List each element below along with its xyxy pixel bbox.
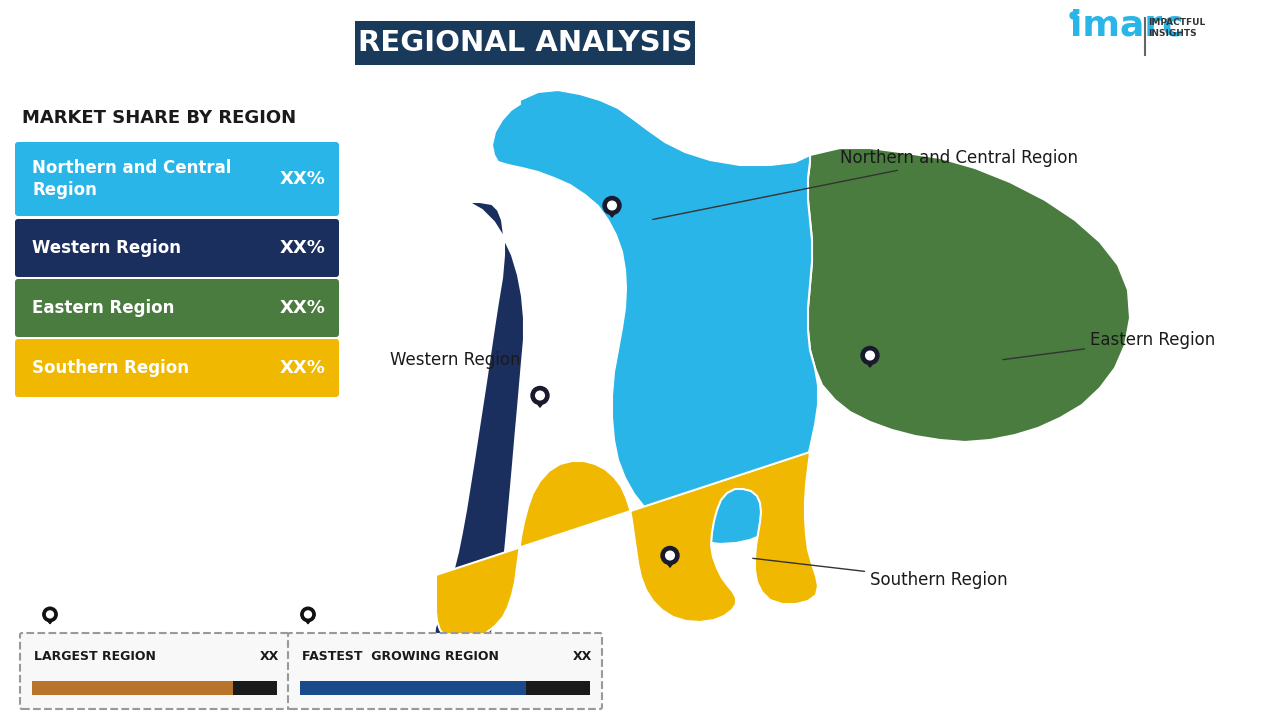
Polygon shape — [864, 359, 876, 367]
Text: Southern Region: Southern Region — [32, 359, 189, 377]
FancyBboxPatch shape — [15, 219, 339, 277]
Polygon shape — [534, 399, 545, 408]
Text: Eastern Region: Eastern Region — [1002, 331, 1215, 359]
Bar — [32, 681, 233, 695]
Polygon shape — [303, 617, 312, 624]
Text: XX: XX — [572, 650, 591, 664]
Bar — [233, 681, 276, 695]
Circle shape — [865, 351, 874, 360]
Circle shape — [42, 607, 58, 621]
Text: MARKET SHARE BY REGION: MARKET SHARE BY REGION — [22, 109, 296, 127]
Circle shape — [861, 346, 879, 364]
Circle shape — [608, 201, 617, 210]
Bar — [32, 681, 276, 695]
Polygon shape — [492, 90, 818, 544]
Polygon shape — [808, 148, 1130, 442]
Circle shape — [603, 197, 621, 215]
Circle shape — [667, 553, 673, 558]
Bar — [300, 681, 590, 695]
Bar — [300, 681, 526, 695]
Circle shape — [301, 607, 315, 621]
Circle shape — [535, 391, 544, 400]
FancyBboxPatch shape — [15, 339, 339, 397]
Bar — [526, 681, 590, 695]
Text: Northern and Central Region: Northern and Central Region — [653, 149, 1078, 220]
FancyBboxPatch shape — [288, 633, 602, 709]
Circle shape — [609, 203, 614, 208]
Polygon shape — [436, 452, 818, 641]
Text: XX%: XX% — [280, 359, 326, 377]
Circle shape — [666, 552, 675, 560]
FancyBboxPatch shape — [20, 633, 289, 709]
Text: FASTEST  GROWING REGION: FASTEST GROWING REGION — [302, 650, 499, 664]
Circle shape — [531, 387, 549, 405]
Text: imarc: imarc — [1070, 8, 1184, 42]
Text: Eastern Region: Eastern Region — [32, 299, 174, 317]
Text: XX%: XX% — [280, 170, 326, 188]
Text: REGIONAL ANALYSIS: REGIONAL ANALYSIS — [357, 29, 692, 57]
Polygon shape — [430, 202, 524, 656]
Text: XX: XX — [260, 650, 279, 664]
Text: IMPACTFUL
INSIGHTS: IMPACTFUL INSIGHTS — [1148, 18, 1206, 37]
Text: LARGEST REGION: LARGEST REGION — [35, 650, 156, 664]
Text: Northern and Central
Region: Northern and Central Region — [32, 159, 232, 199]
FancyBboxPatch shape — [15, 142, 339, 216]
Polygon shape — [45, 617, 55, 624]
Polygon shape — [607, 209, 618, 217]
Circle shape — [868, 353, 873, 358]
Text: XX%: XX% — [280, 239, 326, 257]
Circle shape — [538, 393, 543, 398]
Text: Southern Region: Southern Region — [753, 558, 1007, 589]
Text: Western Region: Western Region — [32, 239, 180, 257]
FancyBboxPatch shape — [355, 21, 695, 65]
Text: Western Region: Western Region — [390, 351, 521, 369]
Polygon shape — [664, 559, 676, 567]
Circle shape — [660, 546, 678, 564]
Circle shape — [305, 611, 311, 618]
FancyBboxPatch shape — [15, 279, 339, 337]
Text: XX%: XX% — [280, 299, 326, 317]
Circle shape — [46, 611, 54, 618]
